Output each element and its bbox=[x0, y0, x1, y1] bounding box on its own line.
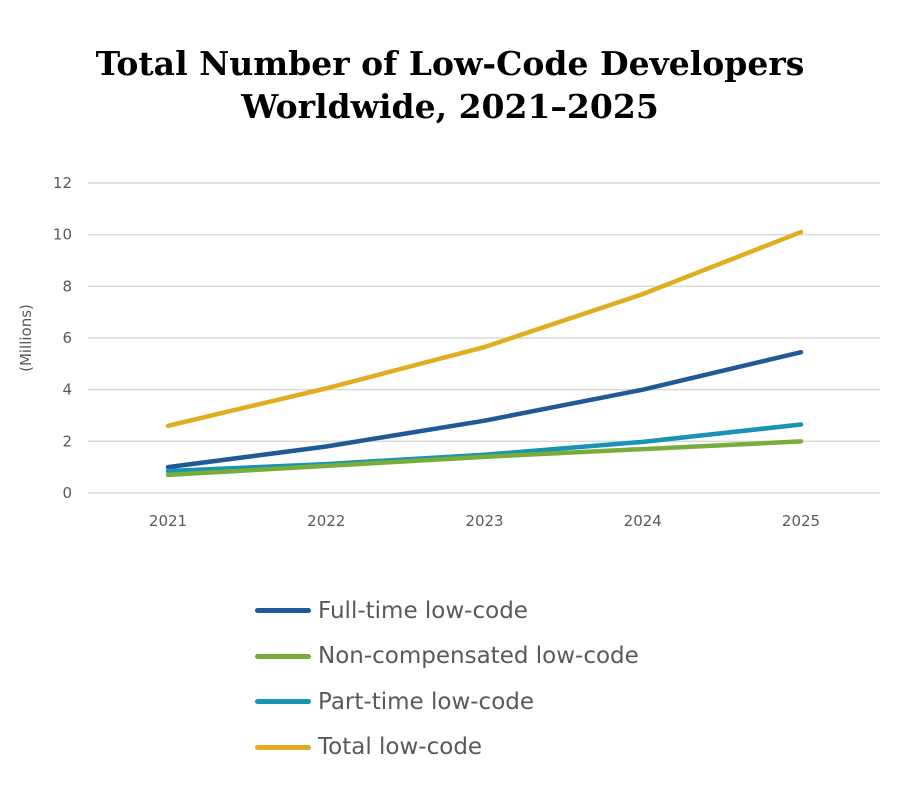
legend-label: Part-time low-code bbox=[318, 688, 535, 715]
series-line-full-time-low-code bbox=[165, 349, 804, 470]
legend-swatch bbox=[255, 699, 311, 705]
x-tick-label: 2023 bbox=[465, 512, 503, 530]
y-axis-label: (Millions) bbox=[17, 304, 35, 372]
y-tick-label: 0 bbox=[62, 484, 72, 502]
legend-label: Full-time low-code bbox=[318, 597, 528, 624]
legend-label: Total low-code bbox=[318, 734, 483, 761]
chart-title-line-2: Worldwide, 2021–2025 bbox=[241, 87, 659, 126]
y-tick-label: 8 bbox=[62, 277, 72, 295]
y-tick-label: 2 bbox=[62, 432, 72, 450]
y-tick-label: 10 bbox=[53, 226, 72, 244]
series-line-non-compensated-low-code bbox=[165, 439, 804, 478]
chart-title-line-1: Total Number of Low-Code Developers bbox=[95, 44, 805, 83]
x-tick-label: 2025 bbox=[782, 512, 820, 530]
legend-label: Non-compensated low-code bbox=[318, 643, 639, 670]
legend: Full-time low-code Non-compensated low-co… bbox=[255, 588, 639, 770]
y-tick-label: 6 bbox=[62, 329, 72, 347]
legend-swatch bbox=[255, 608, 311, 614]
legend-item: Non-compensated low-code bbox=[255, 634, 639, 680]
legend-item: Full-time low-code bbox=[255, 588, 639, 634]
y-tick-label: 12 bbox=[53, 174, 72, 192]
x-tick-label: 2024 bbox=[624, 512, 662, 530]
x-tick-label: 2022 bbox=[307, 512, 345, 530]
legend-item: Total low-code bbox=[255, 725, 639, 771]
legend-swatch bbox=[255, 653, 311, 659]
legend-swatch bbox=[255, 744, 311, 750]
legend-item: Part-time low-code bbox=[255, 679, 639, 725]
chart-title: Total Number of Low-Code Developers Worl… bbox=[0, 42, 900, 128]
y-tick-label: 4 bbox=[62, 381, 72, 399]
x-tick-label: 2021 bbox=[149, 512, 187, 530]
series-line-total-low-code bbox=[165, 229, 804, 429]
